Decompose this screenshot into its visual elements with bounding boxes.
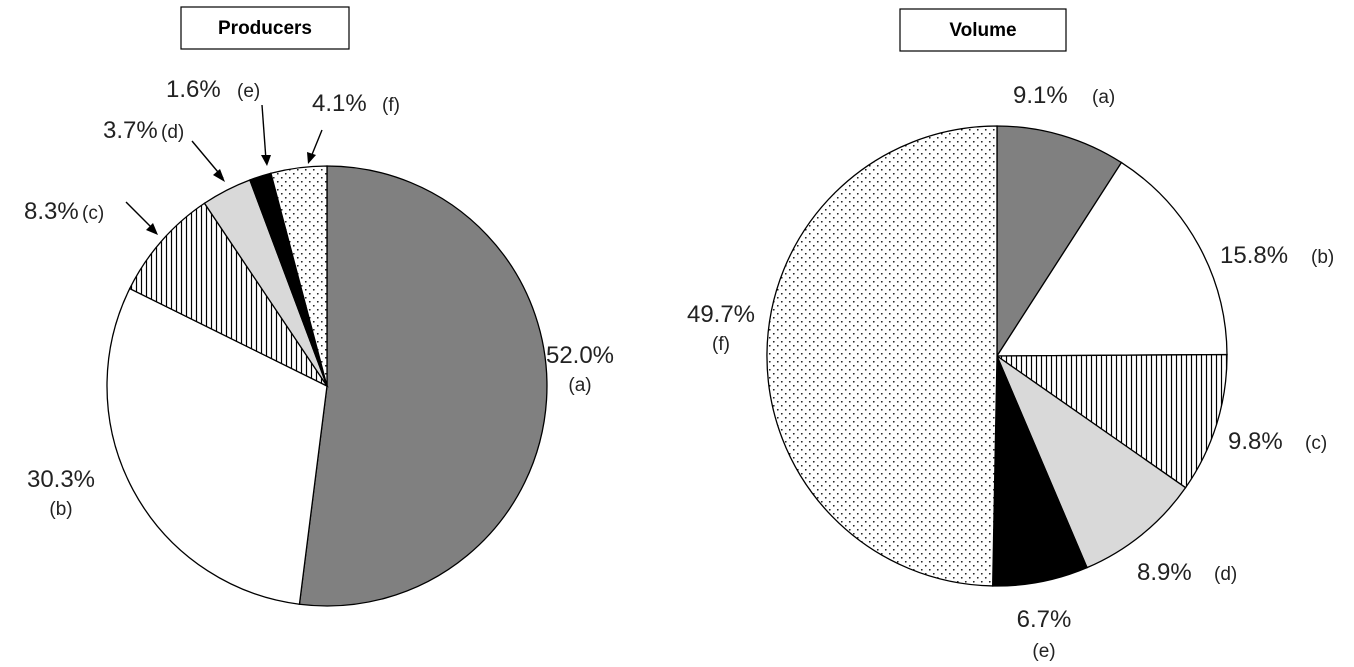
producers-category-label-e: (e) bbox=[237, 81, 260, 102]
volume-category-label-a: (a) bbox=[1092, 87, 1115, 108]
producers-slice-b bbox=[106, 287, 328, 605]
producers-slice-c bbox=[128, 202, 329, 388]
volume-slice-b bbox=[995, 161, 1228, 357]
volume-value-label-c: 9.8% bbox=[1228, 428, 1283, 455]
producers-arrow-f bbox=[310, 129, 323, 158]
producers-value-label-e: 1.6% bbox=[166, 76, 221, 103]
producers-title-box bbox=[180, 6, 350, 50]
producers-category-label-c: (c) bbox=[82, 203, 104, 224]
producers-value-label-d: 3.7% bbox=[103, 117, 158, 144]
volume-title: Volume bbox=[949, 20, 1016, 41]
producers-category-label-b: (b) bbox=[49, 499, 72, 520]
volume-value-label-d: 8.9% bbox=[1137, 559, 1192, 586]
producers-arrow-e bbox=[261, 104, 267, 161]
producers-value-label-a: 52.0% bbox=[546, 342, 614, 369]
producers-value-label-f: 4.1% bbox=[312, 90, 367, 117]
producers-value-label-b: 30.3% bbox=[27, 466, 95, 493]
volume-slices bbox=[766, 125, 1228, 587]
volume-category-label-e: (e) bbox=[1032, 641, 1055, 662]
volume-category-label-c: (c) bbox=[1305, 433, 1327, 454]
volume-slice-d bbox=[995, 354, 1187, 569]
producers-arrowhead-f bbox=[307, 152, 316, 164]
producers-category-label-f: (f) bbox=[382, 95, 400, 116]
producers-category-label-a: (a) bbox=[568, 375, 591, 396]
producers-slice-f bbox=[270, 165, 328, 387]
volume-value-label-f: 49.7% bbox=[687, 301, 755, 328]
volume-slice-f bbox=[766, 125, 998, 587]
producers-slice-a bbox=[298, 165, 548, 607]
producers-category-label-d: (d) bbox=[161, 122, 184, 143]
volume-category-label-d: (d) bbox=[1214, 564, 1237, 585]
volume-title-box bbox=[899, 8, 1067, 52]
producers-slices bbox=[106, 165, 548, 607]
producers-arrowhead-e bbox=[261, 155, 271, 166]
producers-value-label-c: 8.3% bbox=[24, 198, 79, 225]
volume-category-label-f: (f) bbox=[712, 334, 730, 355]
volume-value-label-b: 15.8% bbox=[1220, 242, 1288, 269]
volume-value-label-e: 6.7% bbox=[1017, 606, 1072, 633]
producers-title: Producers bbox=[218, 18, 312, 39]
producers-arrowhead-c bbox=[146, 223, 158, 235]
volume-category-label-b: (b) bbox=[1311, 247, 1334, 268]
volume-slice-c bbox=[994, 353, 1228, 489]
producers-pie-chart: Producers 52.0% (a) 30.3% (b) 8.3% (c) 3… bbox=[24, 6, 614, 607]
volume-pie-chart: Volume 9.1% (a) 15.8% (b) 9.8% (c) 8.9% … bbox=[687, 8, 1334, 662]
producers-arrowhead-d bbox=[213, 169, 225, 182]
volume-slice-a bbox=[996, 125, 1123, 359]
volume-value-label-a: 9.1% bbox=[1013, 82, 1068, 109]
